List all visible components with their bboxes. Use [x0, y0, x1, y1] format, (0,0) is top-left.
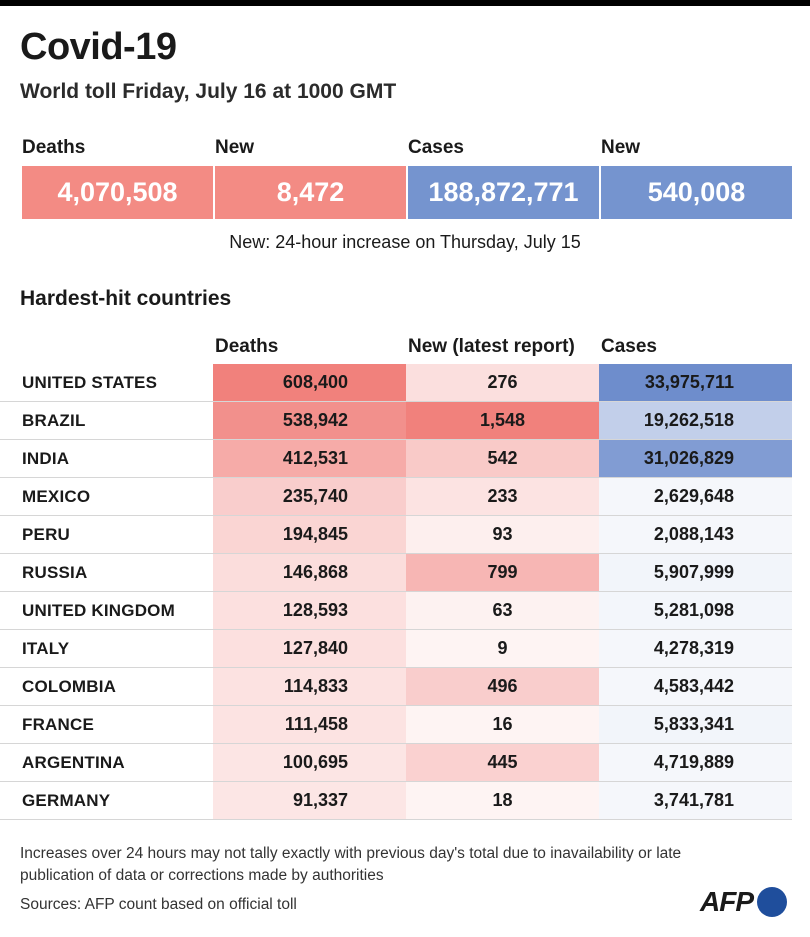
summary-box-cases: 188,872,771: [408, 166, 599, 219]
new-cell: 799: [406, 554, 599, 591]
row-divider: [0, 401, 792, 402]
row-divider: [0, 819, 792, 820]
new-cell: 233: [406, 478, 599, 515]
page-title: Covid-19: [20, 26, 177, 68]
deaths-cell: 538,942: [213, 402, 406, 439]
new-cell: 276: [406, 364, 599, 401]
table-row: RUSSIA 146,868 799 5,907,999: [0, 554, 810, 591]
column-header-deaths: Deaths: [215, 336, 279, 357]
summary-note: New: 24-hour increase on Thursday, July …: [229, 232, 581, 252]
new-cell: 445: [406, 744, 599, 781]
summary-box-new-deaths: 8,472: [215, 166, 406, 219]
column-header-cases: Cases: [601, 336, 657, 357]
table-title: Hardest-hit countries: [20, 287, 232, 310]
deaths-cell: 91,337: [213, 782, 406, 819]
cases-cell: 5,281,098: [599, 592, 792, 629]
country-name: BRAZIL: [22, 411, 86, 430]
cases-cell: 5,833,341: [599, 706, 792, 743]
summary-box-new-cases: 540,008: [601, 166, 792, 219]
deaths-cell: 412,531: [213, 440, 406, 477]
row-divider: [0, 515, 792, 516]
cases-cell: 4,583,442: [599, 668, 792, 705]
country-name: MEXICO: [22, 487, 91, 506]
footnote: Increases over 24 hours may not tally ex…: [20, 845, 682, 884]
deaths-cell: 146,868: [213, 554, 406, 591]
country-name: UNITED KINGDOM: [22, 601, 175, 620]
new-cell: 9: [406, 630, 599, 667]
cases-cell: 2,629,648: [599, 478, 792, 515]
table-row: FRANCE 111,458 16 5,833,341: [0, 706, 810, 743]
summary-box-deaths: 4,070,508: [22, 166, 213, 219]
new-cell: 18: [406, 782, 599, 819]
cases-cell: 31,026,829: [599, 440, 792, 477]
deaths-cell: 194,845: [213, 516, 406, 553]
cases-cell: 33,975,711: [599, 364, 792, 401]
table-row: PERU 194,845 93 2,088,143: [0, 516, 810, 553]
page-subtitle: World toll Friday, July 16 at 1000 GMT: [20, 80, 397, 103]
cases-cell: 4,719,889: [599, 744, 792, 781]
country-name: RUSSIA: [22, 563, 88, 582]
new-cell: 542: [406, 440, 599, 477]
new-cell: 63: [406, 592, 599, 629]
row-divider: [0, 439, 792, 440]
country-name: GERMANY: [22, 791, 111, 810]
row-divider: [0, 477, 792, 478]
table-row: INDIA 412,531 542 31,026,829: [0, 440, 810, 477]
row-divider: [0, 667, 792, 668]
row-divider: [0, 743, 792, 744]
new-cell: 93: [406, 516, 599, 553]
cases-cell: 4,278,319: [599, 630, 792, 667]
table-row: ITALY 127,840 9 4,278,319: [0, 630, 810, 667]
table-row: GERMANY 91,337 18 3,741,781: [0, 782, 810, 819]
cases-cell: 3,741,781: [599, 782, 792, 819]
country-name: ARGENTINA: [22, 753, 125, 772]
afp-logo-text: AFP: [700, 886, 754, 917]
country-name: COLOMBIA: [22, 677, 117, 696]
table-row: ARGENTINA 100,695 445 4,719,889: [0, 744, 810, 781]
row-divider: [0, 705, 792, 706]
summary-label-new-cases: New: [601, 137, 641, 158]
new-cell: 496: [406, 668, 599, 705]
cases-cell: 19,262,518: [599, 402, 792, 439]
deaths-cell: 608,400: [213, 364, 406, 401]
row-divider: [0, 591, 792, 592]
row-divider: [0, 781, 792, 782]
summary-label-cases: Cases: [408, 137, 464, 158]
table-row: UNITED KINGDOM 128,593 63 5,281,098: [0, 592, 810, 629]
top-bar: [0, 0, 810, 6]
country-name: ITALY: [22, 639, 70, 658]
sources-note: Sources: AFP count based on official tol…: [20, 896, 297, 913]
table-row: COLOMBIA 114,833 496 4,583,442: [0, 668, 810, 705]
cases-cell: 2,088,143: [599, 516, 792, 553]
table-row: BRAZIL 538,942 1,548 19,262,518: [0, 402, 810, 439]
summary-label-new-deaths: New: [215, 137, 255, 158]
country-name: UNITED STATES: [22, 373, 158, 392]
deaths-cell: 100,695: [213, 744, 406, 781]
deaths-cell: 127,840: [213, 630, 406, 667]
country-name: INDIA: [22, 449, 70, 468]
country-name: FRANCE: [22, 715, 95, 734]
column-header-new: New (latest report): [408, 336, 575, 357]
deaths-cell: 111,458: [213, 706, 406, 743]
table-row: MEXICO 235,740 233 2,629,648: [0, 478, 810, 515]
summary-label-deaths: Deaths: [22, 137, 86, 158]
new-cell: 16: [406, 706, 599, 743]
deaths-cell: 114,833: [213, 668, 406, 705]
afp-logo: AFP: [700, 884, 787, 920]
row-divider: [0, 553, 792, 554]
cases-cell: 5,907,999: [599, 554, 792, 591]
deaths-cell: 235,740: [213, 478, 406, 515]
deaths-cell: 128,593: [213, 592, 406, 629]
row-divider: [0, 629, 792, 630]
table-row: UNITED STATES 608,400 276 33,975,711: [0, 364, 810, 401]
country-name: PERU: [22, 525, 71, 544]
new-cell: 1,548: [406, 402, 599, 439]
afp-logo-dot: [757, 887, 787, 917]
